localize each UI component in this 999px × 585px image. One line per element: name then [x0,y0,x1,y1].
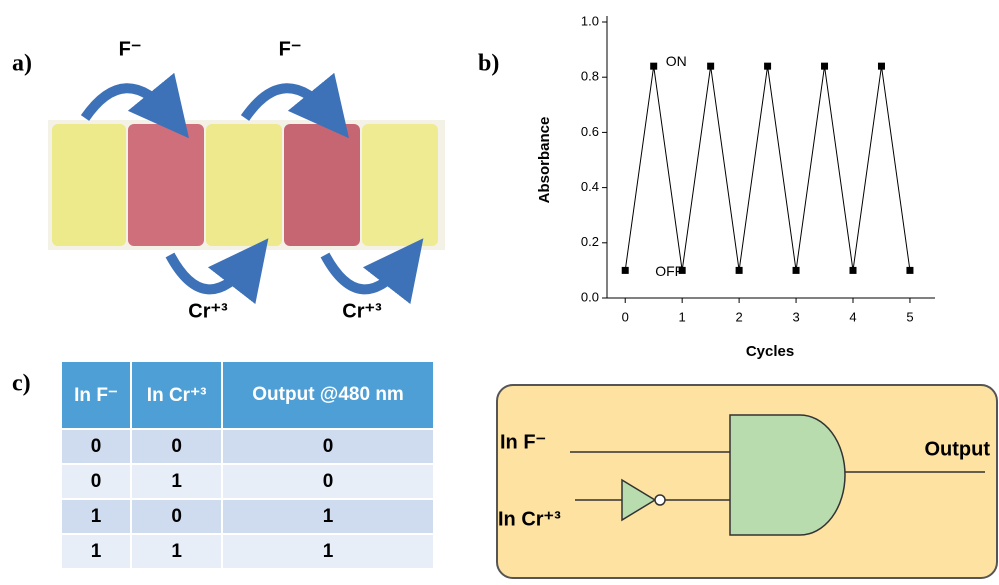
y-axis-label: Absorbance [536,117,553,204]
table-cell: 0 [223,430,433,463]
y-tick-label: 0.4 [581,179,599,194]
table-cell: 0 [132,430,221,463]
y-tick-label: 0.8 [581,69,599,84]
panel-label: a) [12,51,32,77]
data-point [736,267,743,274]
table-cell: 1 [62,500,130,533]
not-bubble [655,495,665,505]
data-point [650,63,657,70]
figure: a) F⁻ F⁻ Cr⁺³ Cr⁺³ b) Absorbance Cycles … [0,0,999,585]
table-cell: 0 [62,430,130,463]
data-point [906,267,913,274]
vial [362,124,438,246]
table-header: In Cr⁺³ [132,362,221,428]
panel-label: b) [478,51,499,77]
x-tick-label: 5 [906,309,913,324]
table-cell: 1 [132,535,221,568]
arrow [170,255,250,289]
arrow [85,88,170,118]
data-point [793,267,800,274]
arrow-label: Cr⁺³ [188,300,228,322]
gate-output: Output [924,438,990,460]
data-point [850,267,857,274]
arrow-label: F⁻ [279,38,302,60]
table-cell: 0 [62,465,130,498]
gate-input: In F⁻ [500,431,546,453]
x-axis-label: Cycles [746,343,794,360]
data-point [821,63,828,70]
vial [206,124,282,246]
data-point [878,63,885,70]
vial [284,124,360,246]
arrow [245,88,330,118]
annotation: ON [666,53,687,69]
y-tick-label: 0.0 [581,289,599,304]
and-gate [730,415,845,535]
table-header: In F⁻ [62,362,130,428]
data-point [707,63,714,70]
table-cell: 0 [132,500,221,533]
panel-label: c) [12,371,31,397]
gate-input: In Cr⁺³ [498,508,561,530]
table-cell: 1 [223,535,433,568]
arrow [325,255,405,289]
arrow-label: F⁻ [119,38,142,60]
table-cell: 0 [223,465,433,498]
annotation: OFF [655,263,683,279]
vial [128,124,204,246]
data-line [625,66,910,270]
table-cell: 1 [223,500,433,533]
x-tick-label: 4 [849,309,856,324]
arrow-label: Cr⁺³ [342,300,382,322]
table-cell: 1 [62,535,130,568]
x-tick-label: 3 [792,309,799,324]
data-point [764,63,771,70]
x-tick-label: 0 [622,309,629,324]
table-header: Output @480 nm [223,362,433,428]
y-tick-label: 1.0 [581,13,599,28]
x-tick-label: 2 [735,309,742,324]
vial [52,124,126,246]
y-tick-label: 0.2 [581,234,599,249]
y-tick-label: 0.6 [581,124,599,139]
data-point [622,267,629,274]
x-tick-label: 1 [679,309,686,324]
table-cell: 1 [132,465,221,498]
